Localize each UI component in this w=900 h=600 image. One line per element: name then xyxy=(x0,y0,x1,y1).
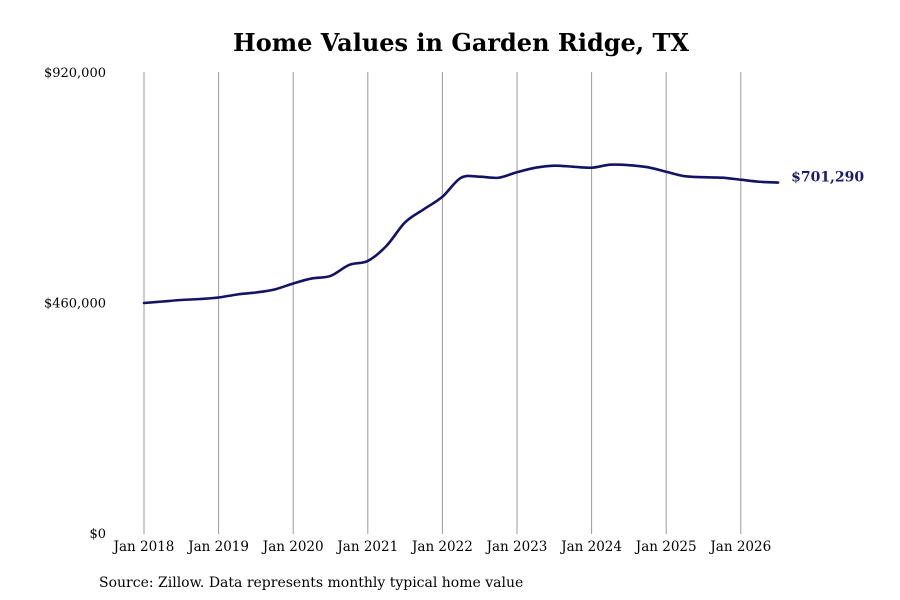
x-tick-label: Jan 2019 xyxy=(186,539,249,555)
x-tick-label: Jan 2021 xyxy=(335,539,398,555)
x-tick-label: Jan 2026 xyxy=(708,539,771,555)
x-tick-label: Jan 2018 xyxy=(112,539,175,555)
x-tick-label: Jan 2020 xyxy=(261,539,324,555)
end-value-label: $701,290 xyxy=(791,170,864,186)
x-tick-label: Jan 2022 xyxy=(410,539,473,555)
y-tick-label: $920,000 xyxy=(44,66,106,81)
gridlines xyxy=(143,72,742,534)
y-axis-tick-labels: $920,000 $460,000 $0 xyxy=(44,66,106,542)
x-tick-label: Jan 2025 xyxy=(634,539,697,555)
x-tick-label: Jan 2024 xyxy=(559,539,622,555)
y-tick-label: $460,000 xyxy=(44,297,106,312)
y-tick-label: $0 xyxy=(89,527,106,542)
x-axis-tick-labels: Jan 2018 Jan 2019 Jan 2020 Jan 2021 Jan 2022… xyxy=(112,539,772,555)
source-note: Source: Zillow. Data represents monthly … xyxy=(99,575,523,591)
chart-title: Home Values in Garden Ridge, TX xyxy=(233,28,689,57)
series-lines xyxy=(142,163,780,305)
x-tick-label: Jan 2023 xyxy=(485,539,548,555)
series-line xyxy=(142,163,780,305)
